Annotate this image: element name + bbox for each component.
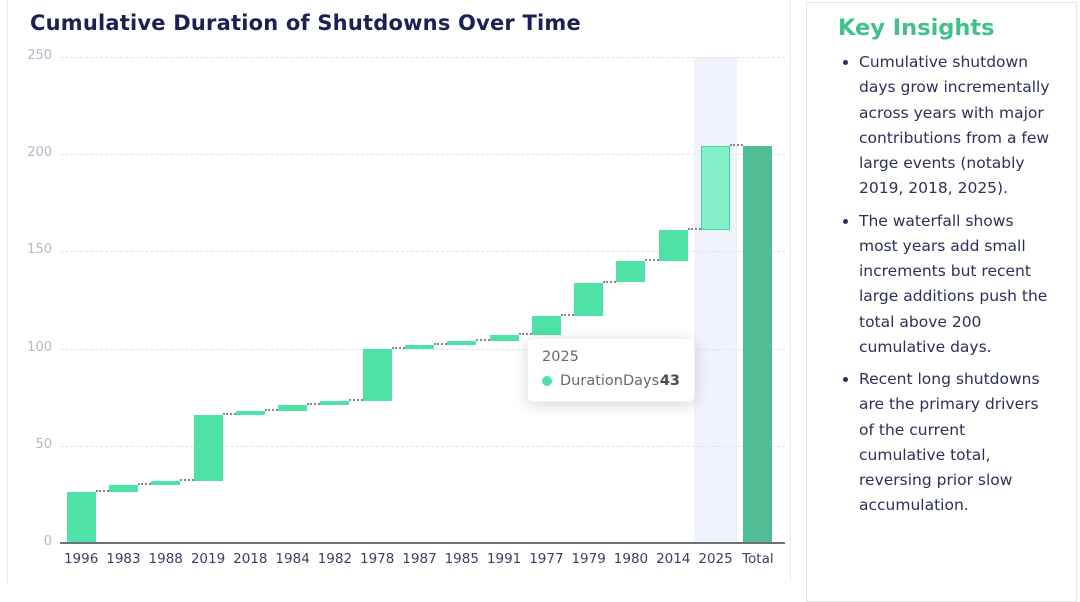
bar-2018[interactable]	[235, 410, 265, 415]
insight-item: Recent long shutdowns are the primary dr…	[859, 367, 1054, 519]
bar-1988[interactable]	[151, 480, 181, 485]
tooltip-series-value: 43	[659, 373, 680, 389]
bar-1985[interactable]	[447, 340, 477, 345]
tooltip-series-name: DurationDays	[560, 373, 660, 389]
bar-1982[interactable]	[320, 401, 350, 405]
tooltip-series-row: DurationDays 43	[542, 373, 680, 389]
bar-1984[interactable]	[278, 404, 308, 411]
insight-item: The waterfall shows most years add small…	[859, 209, 1054, 361]
bar-1991[interactable]	[489, 334, 519, 341]
insights-list: Cumulative shutdown days grow incrementa…	[838, 50, 1054, 519]
bar-1980[interactable]	[616, 261, 646, 283]
bar-Total[interactable]	[743, 146, 773, 543]
bar-1978[interactable]	[362, 348, 392, 402]
bar-2014[interactable]	[658, 230, 688, 262]
key-insights-panel: Key Insights Cumulative shutdown days gr…	[806, 2, 1077, 602]
bar-2019[interactable]	[193, 414, 223, 481]
chart-title: Cumulative Duration of Shutdowns Over Ti…	[30, 11, 581, 35]
chart-tooltip: 2025 DurationDays 43	[527, 338, 695, 402]
bar-1996[interactable]	[66, 492, 96, 543]
tooltip-category-label: 2025	[542, 349, 579, 365]
bar-1979[interactable]	[574, 282, 604, 316]
chart-card	[7, 0, 791, 582]
bar-1977[interactable]	[531, 315, 561, 335]
bar-1983[interactable]	[108, 484, 138, 493]
insight-item: Cumulative shutdown days grow incrementa…	[859, 50, 1054, 202]
bar-2025[interactable]	[701, 146, 731, 230]
key-insights-title: Key Insights	[838, 15, 995, 41]
series-marker-dot-icon	[542, 376, 552, 386]
bar-1987[interactable]	[405, 344, 434, 349]
